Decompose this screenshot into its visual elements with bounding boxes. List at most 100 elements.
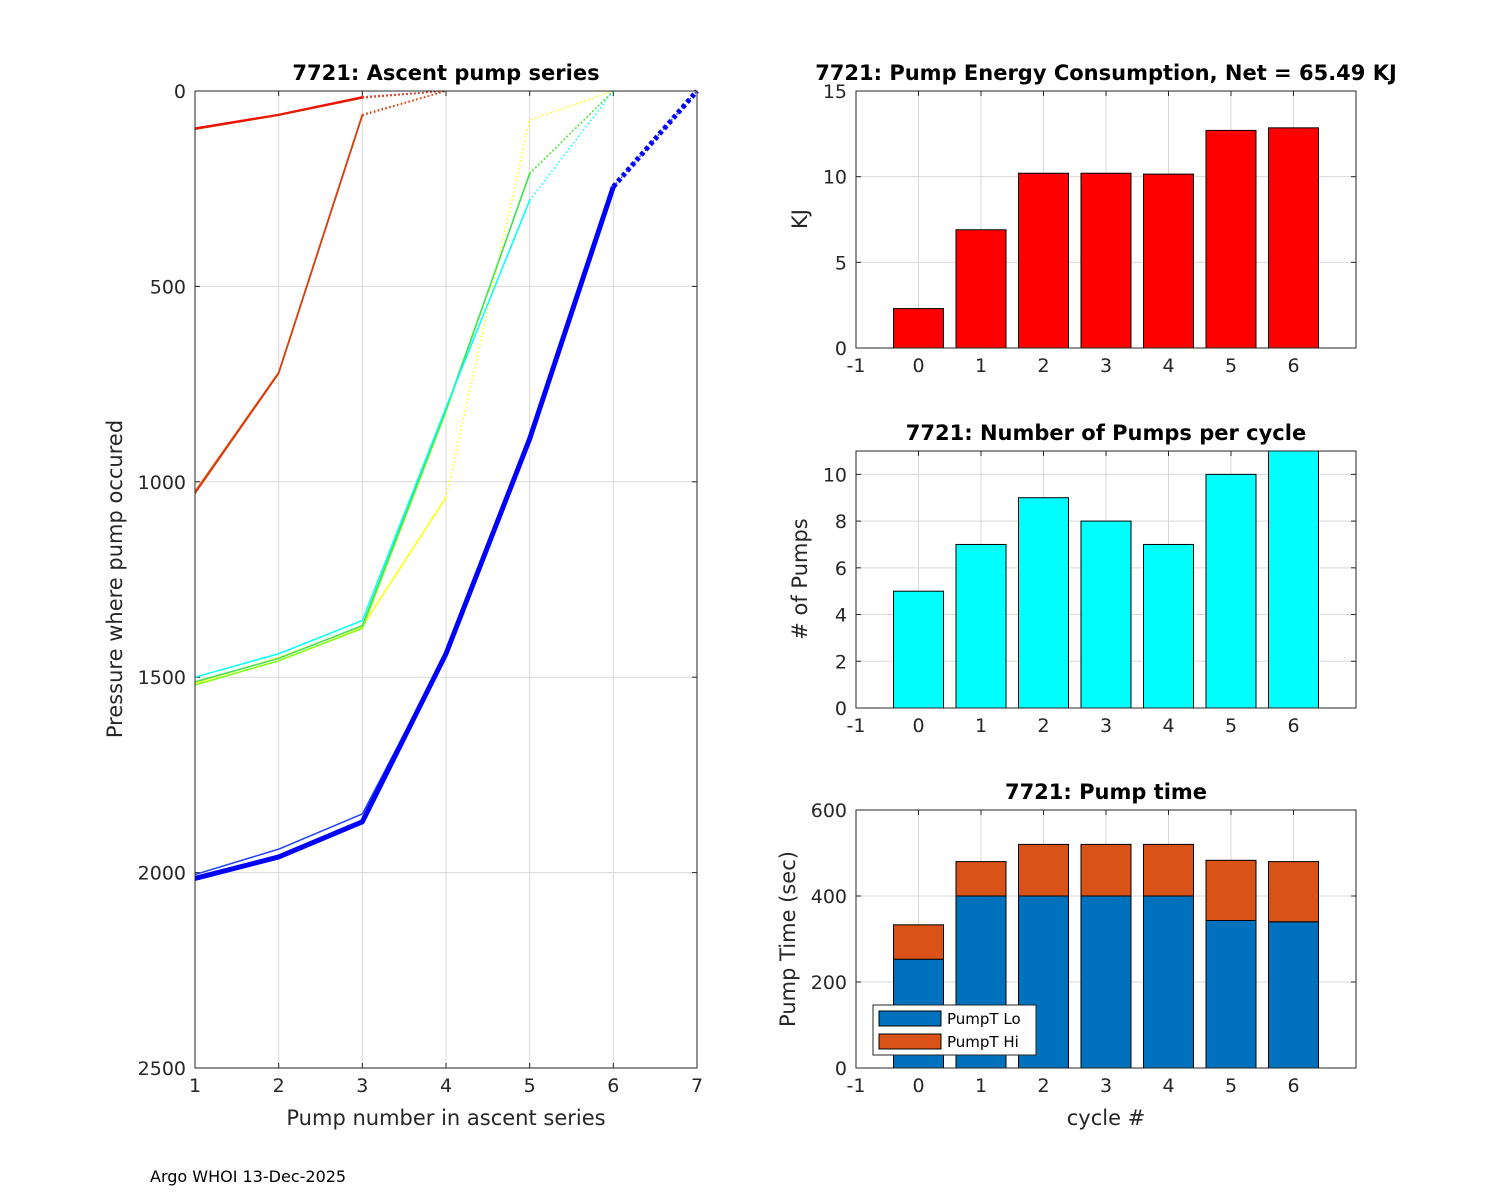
energy-consumption-chart: 7721: Pump Energy Consumption, Net = 65.…: [788, 61, 1397, 377]
pumptime-hi-bar: [955, 861, 1007, 897]
x-tick-label: 1: [975, 715, 987, 737]
y-tick-label: 0: [835, 338, 847, 360]
footer-credit: Argo WHOI 13-Dec-2025: [150, 1167, 346, 1186]
x-tick-label: 6: [607, 1075, 619, 1097]
ascent-x-axis-label: Pump number in ascent series: [286, 1106, 605, 1130]
x-tick-label: 6: [1287, 715, 1299, 737]
pumps-bar: [1268, 450, 1319, 709]
y-tick-label: 4: [835, 605, 847, 627]
pumptime-lo-bar: [1268, 921, 1319, 1069]
pumptime-hi-bar: [1080, 843, 1132, 897]
axes-frame: [855, 450, 1357, 709]
x-tick-label: 4: [1162, 1075, 1174, 1097]
x-tick-label: 2: [1037, 355, 1049, 377]
pumps-chart-title: 7721: Number of Pumps per cycle: [906, 421, 1306, 445]
pumptime-x-axis-label: cycle #: [1067, 1106, 1146, 1130]
ascent-chart-title: 7721: Ascent pump series: [292, 61, 599, 85]
y-tick-label: 200: [811, 972, 847, 994]
x-tick-label: 4: [440, 1075, 452, 1097]
pumps-bar: [1018, 497, 1069, 709]
legend-label: PumpT Lo: [947, 1010, 1021, 1028]
x-tick-label: 0: [912, 355, 924, 377]
axes-frame: [855, 809, 1357, 1069]
y-tick-label: 5: [835, 252, 847, 274]
y-tick-label: 8: [835, 511, 847, 533]
legend-label: PumpT Hi: [947, 1033, 1019, 1051]
x-tick-label: 5: [1225, 715, 1237, 737]
ascent-series-extension: [529, 90, 614, 201]
x-tick-label: 3: [356, 1075, 368, 1097]
x-tick-label: 0: [912, 715, 924, 737]
y-tick-label: 0: [835, 1058, 847, 1080]
y-tick-label: 6: [835, 558, 847, 580]
x-tick-label: 1: [975, 355, 987, 377]
pumptime-hi-bar: [893, 924, 944, 960]
y-tick-label: 1500: [138, 667, 186, 689]
ascent-series-extension: [362, 90, 447, 117]
x-tick-label: -1: [847, 1075, 866, 1097]
x-tick-label: 6: [1287, 355, 1299, 377]
pumps-bar: [955, 543, 1007, 709]
y-tick-label: 2500: [138, 1058, 186, 1080]
x-tick-label: 3: [1100, 1075, 1112, 1097]
x-tick-label: 5: [524, 1075, 536, 1097]
energy-chart-title: 7721: Pump Energy Consumption, Net = 65.…: [815, 61, 1397, 85]
x-tick-label: 2: [1037, 1075, 1049, 1097]
x-tick-label: 1: [975, 1075, 987, 1097]
pumptime-lo-bar: [1143, 895, 1194, 1069]
ascent-pump-series-chart: 7721: Ascent pump series Pump number in …: [103, 61, 703, 1130]
pumps-bar: [1143, 543, 1194, 709]
energy-bar: [955, 229, 1007, 349]
y-tick-label: 2: [835, 651, 847, 673]
legend-swatch: [878, 1010, 942, 1027]
ascent-series-extension: [611, 89, 699, 189]
pumptime-y-axis-label: Pump Time (sec): [776, 851, 800, 1027]
energy-bar: [1143, 173, 1194, 349]
y-tick-label: 0: [835, 698, 847, 720]
y-tick-label: 600: [811, 800, 847, 822]
ascent-series-line: [194, 115, 364, 494]
pumptime-lo-bar: [1205, 920, 1257, 1069]
x-tick-label: 7: [691, 1075, 703, 1097]
x-tick-label: 2: [273, 1075, 285, 1097]
energy-bar: [1080, 172, 1132, 349]
pumps-bar: [1080, 520, 1132, 709]
pumps-bar: [1205, 473, 1257, 709]
energy-bar: [1018, 172, 1069, 349]
x-tick-label: 4: [1162, 355, 1174, 377]
pumptime-hi-bar: [1205, 859, 1257, 922]
y-tick-label: 2000: [138, 863, 186, 885]
x-tick-label: 5: [1225, 1075, 1237, 1097]
ascent-series-extension: [445, 90, 614, 498]
axes-frame: [194, 90, 698, 1069]
pumps-per-cycle-chart: 7721: Number of Pumps per cycle # of Pum…: [788, 421, 1357, 737]
ascent-series-line: [194, 185, 616, 881]
pumptime-chart-title: 7721: Pump time: [1005, 780, 1207, 804]
pumptime-legend: PumpT Lo PumpT Hi: [872, 1004, 1037, 1056]
ascent-series-line: [194, 96, 363, 129]
energy-y-axis-label: KJ: [788, 209, 812, 229]
y-tick-label: 10: [823, 167, 847, 189]
pumptime-hi-bar: [1143, 843, 1194, 897]
ascent-series-line: [194, 173, 531, 683]
pumptime-hi-bar: [1268, 861, 1319, 923]
x-tick-label: 2: [1037, 715, 1049, 737]
ascent-y-axis-label: Pressure where pump occured: [103, 420, 127, 738]
energy-bar: [1268, 127, 1319, 349]
pumptime-hi-bar: [1018, 843, 1069, 897]
y-tick-label: 0: [174, 81, 186, 103]
ascent-series-line: [194, 200, 531, 678]
y-tick-label: 500: [150, 276, 186, 298]
x-tick-label: 1: [189, 1075, 201, 1097]
x-tick-label: 4: [1162, 715, 1174, 737]
pumps-y-axis-label: # of Pumps: [788, 518, 812, 640]
pumptime-lo-bar: [1080, 895, 1132, 1069]
x-tick-label: 0: [912, 1075, 924, 1097]
y-tick-label: 10: [823, 464, 847, 486]
x-tick-label: 3: [1100, 715, 1112, 737]
legend-swatch: [878, 1033, 942, 1050]
pump-time-chart: 7721: Pump time cycle # Pump Time (sec) …: [776, 780, 1357, 1130]
energy-bar: [1205, 129, 1257, 349]
x-tick-label: -1: [847, 355, 866, 377]
energy-bar: [893, 308, 944, 349]
